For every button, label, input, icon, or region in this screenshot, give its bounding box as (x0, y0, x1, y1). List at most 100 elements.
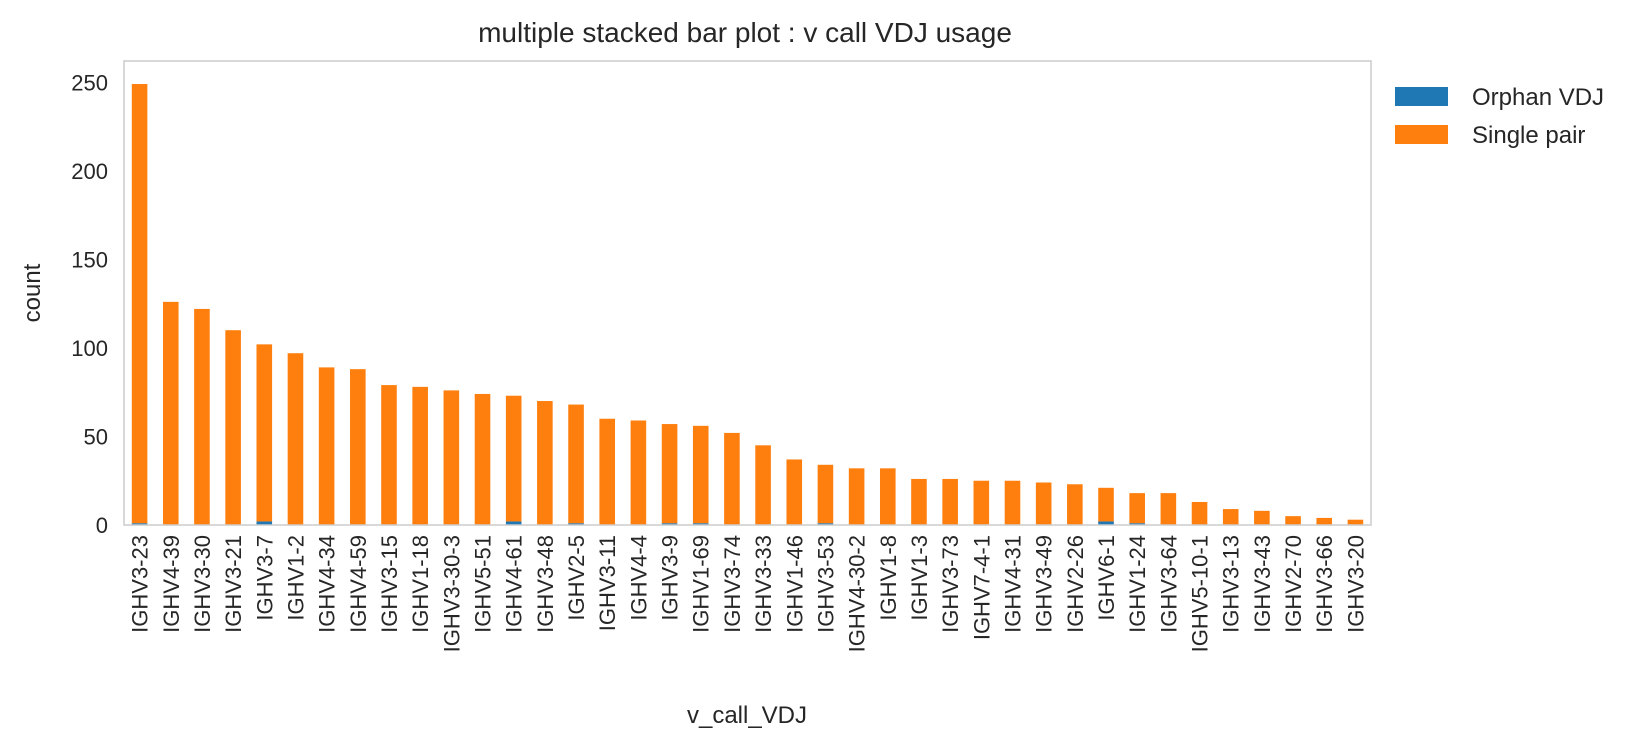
x-tick-label: IGHV3-9 (658, 535, 683, 621)
bar-single-pair-ighv3-64 (1160, 493, 1177, 525)
bars-group (131, 84, 1364, 525)
bar-single-pair-ighv3-20 (1347, 519, 1364, 525)
bar-single-pair-ighv3-21 (225, 330, 241, 525)
y-axis-label: count (19, 263, 46, 322)
bar-single-pair-ighv3-53 (817, 464, 834, 524)
y-tick-label: 100 (71, 336, 108, 361)
chart-title: multiple stacked bar plot : v call VDJ u… (478, 17, 1012, 48)
bar-single-pair-ighv2-26 (1067, 484, 1083, 525)
x-axis-ticks: IGHV3-23 IGHV4-39 IGHV3-30 IGHV3-21 IGHV3-7 I… (128, 535, 1369, 652)
bar-single-pair-ighv2-70 (1285, 516, 1301, 525)
x-tick-label: IGHV3-48 (533, 535, 558, 633)
y-tick-label: 200 (71, 159, 108, 184)
bar-single-pair-ighv4-31 (1004, 480, 1021, 525)
legend-label-single-pair: Single pair (1472, 122, 1585, 149)
bar-single-pair-ighv4-59 (350, 369, 366, 525)
bar-single-pair-ighv4-61 (505, 395, 522, 522)
x-tick-label: IGHV1-18 (408, 535, 433, 633)
x-tick-label: IGHV3-23 (128, 535, 153, 633)
bar-single-pair-ighv3-66 (1316, 517, 1333, 525)
bar-orphan-vdj-ighv1-69 (692, 523, 709, 525)
x-tick-label: IGHV4-30-2 (845, 535, 870, 652)
bar-orphan-vdj-ighv1-24 (1129, 523, 1145, 525)
bar-single-pair-ighv2-5 (568, 404, 584, 524)
x-tick-label: IGHV1-46 (782, 535, 807, 633)
bar-single-pair-ighv7-4-1 (973, 480, 990, 525)
x-tick-label: IGHV3-64 (1156, 535, 1181, 633)
x-tick-label: IGHV2-5 (564, 535, 589, 621)
x-tick-label: IGHV3-13 (1219, 535, 1244, 633)
y-tick-label: 250 (71, 70, 108, 95)
y-tick-label: 50 (84, 424, 108, 449)
bar-single-pair-ighv6-1 (1098, 487, 1114, 522)
legend-swatch-orphan-vdj (1395, 87, 1448, 106)
bar-single-pair-ighv1-69 (692, 425, 709, 524)
bar-single-pair-ighv4-39 (162, 301, 179, 525)
bar-orphan-vdj-ighv3-9 (661, 523, 678, 525)
bar-single-pair-ighv1-8 (879, 468, 896, 525)
bar-single-pair-ighv1-3 (911, 478, 927, 525)
bar-orphan-vdj-ighv4-61 (505, 521, 522, 525)
bar-single-pair-ighv3-15 (381, 385, 397, 525)
x-tick-label: IGHV3-43 (1250, 535, 1275, 633)
bar-single-pair-ighv5-51 (474, 393, 491, 525)
x-tick-label: IGHV5-10-1 (1188, 535, 1213, 652)
x-tick-label: IGHV1-24 (1125, 535, 1150, 633)
x-tick-label: IGHV3-53 (813, 535, 838, 633)
x-tick-label: IGHV3-7 (252, 535, 277, 621)
bar-single-pair-ighv3-13 (1222, 509, 1239, 525)
legend: Orphan VDJ Single pair (1395, 84, 1604, 149)
x-tick-label: IGHV3-21 (221, 535, 246, 633)
x-tick-label: IGHV6-1 (1094, 535, 1119, 621)
bar-single-pair-ighv4-34 (318, 367, 335, 525)
bar-orphan-vdj-ighv6-1 (1098, 521, 1114, 525)
x-tick-label: IGHV1-69 (689, 535, 714, 633)
legend-swatch-single-pair (1395, 125, 1448, 144)
x-tick-label: IGHV3-66 (1312, 535, 1337, 633)
x-axis-label: v_call_VDJ (687, 702, 807, 729)
x-tick-label: IGHV3-15 (377, 535, 402, 633)
bar-single-pair-ighv3-23 (131, 84, 148, 524)
y-tick-label: 150 (71, 247, 108, 272)
plot-frame (123, 60, 1372, 526)
x-tick-label: IGHV3-30 (190, 535, 215, 633)
x-tick-label: IGHV4-59 (346, 535, 371, 633)
x-tick-label: IGHV2-70 (1281, 535, 1306, 633)
bar-single-pair-ighv3-48 (537, 401, 553, 525)
legend-label-orphan-vdj: Orphan VDJ (1472, 84, 1604, 111)
x-tick-label: IGHV1-8 (876, 535, 901, 621)
bar-orphan-vdj-ighv2-5 (568, 523, 584, 525)
x-tick-label: IGHV4-31 (1000, 535, 1025, 633)
bar-orphan-vdj-ighv3-23 (131, 523, 148, 525)
bar-orphan-vdj-ighv3-7 (256, 521, 273, 525)
x-tick-label: IGHV1-3 (907, 535, 932, 621)
bar-single-pair-ighv1-24 (1129, 493, 1145, 524)
bar-single-pair-ighv3-73 (942, 478, 958, 525)
y-tick-label: 0 (96, 513, 108, 538)
bar-orphan-vdj-ighv3-53 (817, 523, 834, 525)
x-tick-label: IGHV3-11 (595, 535, 620, 631)
x-tick-label: IGHV4-34 (315, 535, 340, 633)
x-tick-label: IGHV2-26 (1063, 535, 1088, 633)
x-tick-label: IGHV7-4-1 (969, 535, 994, 640)
x-tick-label: IGHV3-33 (751, 535, 776, 633)
x-tick-label: IGHV3-74 (720, 535, 745, 633)
bar-single-pair-ighv3-30-3 (443, 390, 460, 525)
bar-single-pair-ighv3-30 (194, 308, 210, 525)
x-tick-label: IGHV4-39 (159, 535, 184, 633)
bar-single-pair-ighv3-33 (755, 445, 771, 525)
bar-single-pair-ighv1-2 (287, 353, 304, 525)
bar-single-pair-ighv1-18 (412, 386, 428, 525)
x-tick-label: IGHV3-49 (1032, 535, 1057, 633)
bar-single-pair-ighv3-43 (1254, 510, 1270, 525)
x-tick-label: IGHV3-73 (938, 535, 963, 633)
bar-single-pair-ighv3-7 (256, 344, 273, 522)
bar-single-pair-ighv1-46 (786, 459, 803, 525)
bar-single-pair-ighv3-11 (599, 418, 616, 525)
bar-single-pair-ighv5-10-1 (1191, 501, 1208, 525)
bar-single-pair-ighv4-30-2 (848, 468, 865, 525)
x-tick-label: IGHV3-30-3 (439, 535, 464, 652)
x-tick-label: IGHV4-61 (502, 535, 527, 633)
